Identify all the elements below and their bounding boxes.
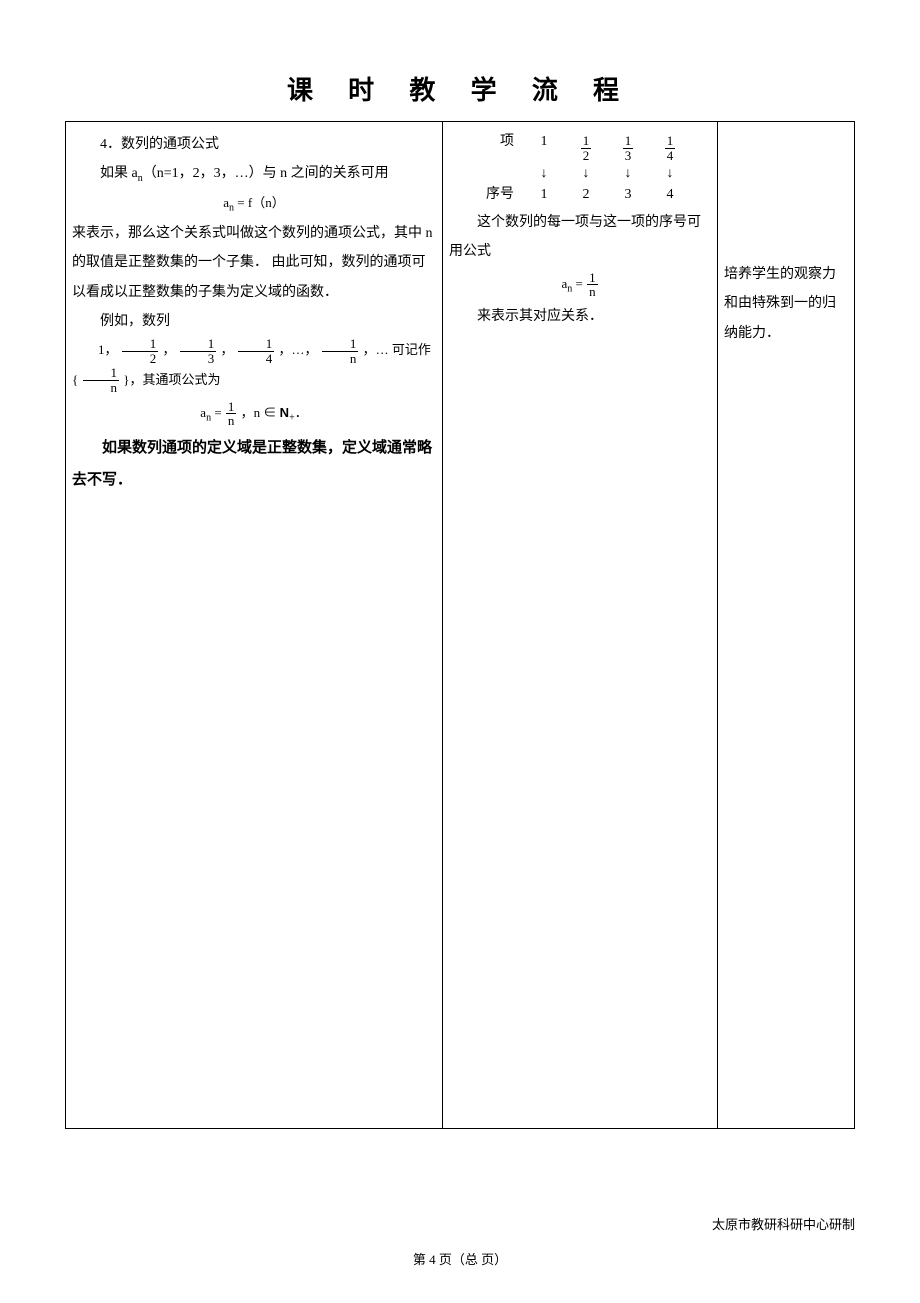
- frac-1-2: 12: [122, 337, 159, 365]
- frac-1-n-formula: 1n: [226, 400, 237, 428]
- frac-1-n-set: 1n: [83, 366, 120, 394]
- mid-frac-1-3: 13: [623, 134, 634, 162]
- content-table: 4．数列的通项公式 如果 an（n=1，2，3，…）与 n 之间的关系可用 an…: [65, 121, 855, 1129]
- mid-frac-1-4: 14: [665, 134, 676, 162]
- lesson-page: 课 时 教 学 流 程 4．数列的通项公式 如果 an（n=1，2，3，…）与 …: [0, 0, 920, 1303]
- para-1: 如果 an（n=1，2，3，…）与 n 之间的关系可用: [72, 159, 436, 189]
- arrow-row: ↓ ↓ ↓ ↓: [449, 166, 711, 183]
- formula-an-1n: an = 1n ，n ∈ N+．: [72, 395, 436, 433]
- middle-column: 项 1 12 13 14 ↓ ↓ ↓ ↓ 序号 1 2 3: [443, 122, 718, 1129]
- para-3: 例如，数列: [72, 307, 436, 336]
- mid-frac-1-2: 12: [581, 134, 592, 162]
- mid-frac-1-n: 1n: [587, 271, 598, 299]
- section-heading: 4．数列的通项公式: [72, 130, 436, 159]
- para-2: 来表示，那么这个关系式叫做这个数列的通项公式，其中 n 的取值是正整数集的一个子…: [72, 219, 436, 307]
- left-column: 4．数列的通项公式 如果 an（n=1，2，3，…）与 n 之间的关系可用 an…: [66, 122, 443, 1129]
- mid-formula: an = 1n: [449, 267, 711, 303]
- right-note: 培养学生的观察力和由特殊到一的归纳能力．: [724, 260, 848, 348]
- para-4: 如果数列通项的定义域是正整数集，定义域通常略去不写．: [72, 432, 436, 495]
- footer-center: 第 4 页（总 页）: [0, 1249, 920, 1268]
- frac-1-n: 1n: [322, 337, 359, 365]
- page-title: 课 时 教 学 流 程: [65, 70, 855, 107]
- mid-para-1: 这个数列的每一项与这一项的序号可用公式: [449, 208, 711, 267]
- mid-para-2: 来表示其对应关系．: [449, 302, 711, 331]
- index-row: 序号 1 2 3 4: [449, 187, 711, 204]
- frac-1-3: 13: [180, 337, 217, 365]
- term-row: 项 1 12 13 14: [449, 134, 711, 162]
- formula-an-fn: an = f（n）: [72, 189, 436, 219]
- footer-right: 太原市教研科研中心研制: [712, 1214, 855, 1233]
- sequence-line: 1， 12 ， 13 ， 14 ，…， 1n ，… 可记作 { 1n }，其通项…: [72, 336, 436, 394]
- right-column: 培养学生的观察力和由特殊到一的归纳能力．: [718, 122, 855, 1129]
- frac-1-4: 14: [238, 337, 275, 365]
